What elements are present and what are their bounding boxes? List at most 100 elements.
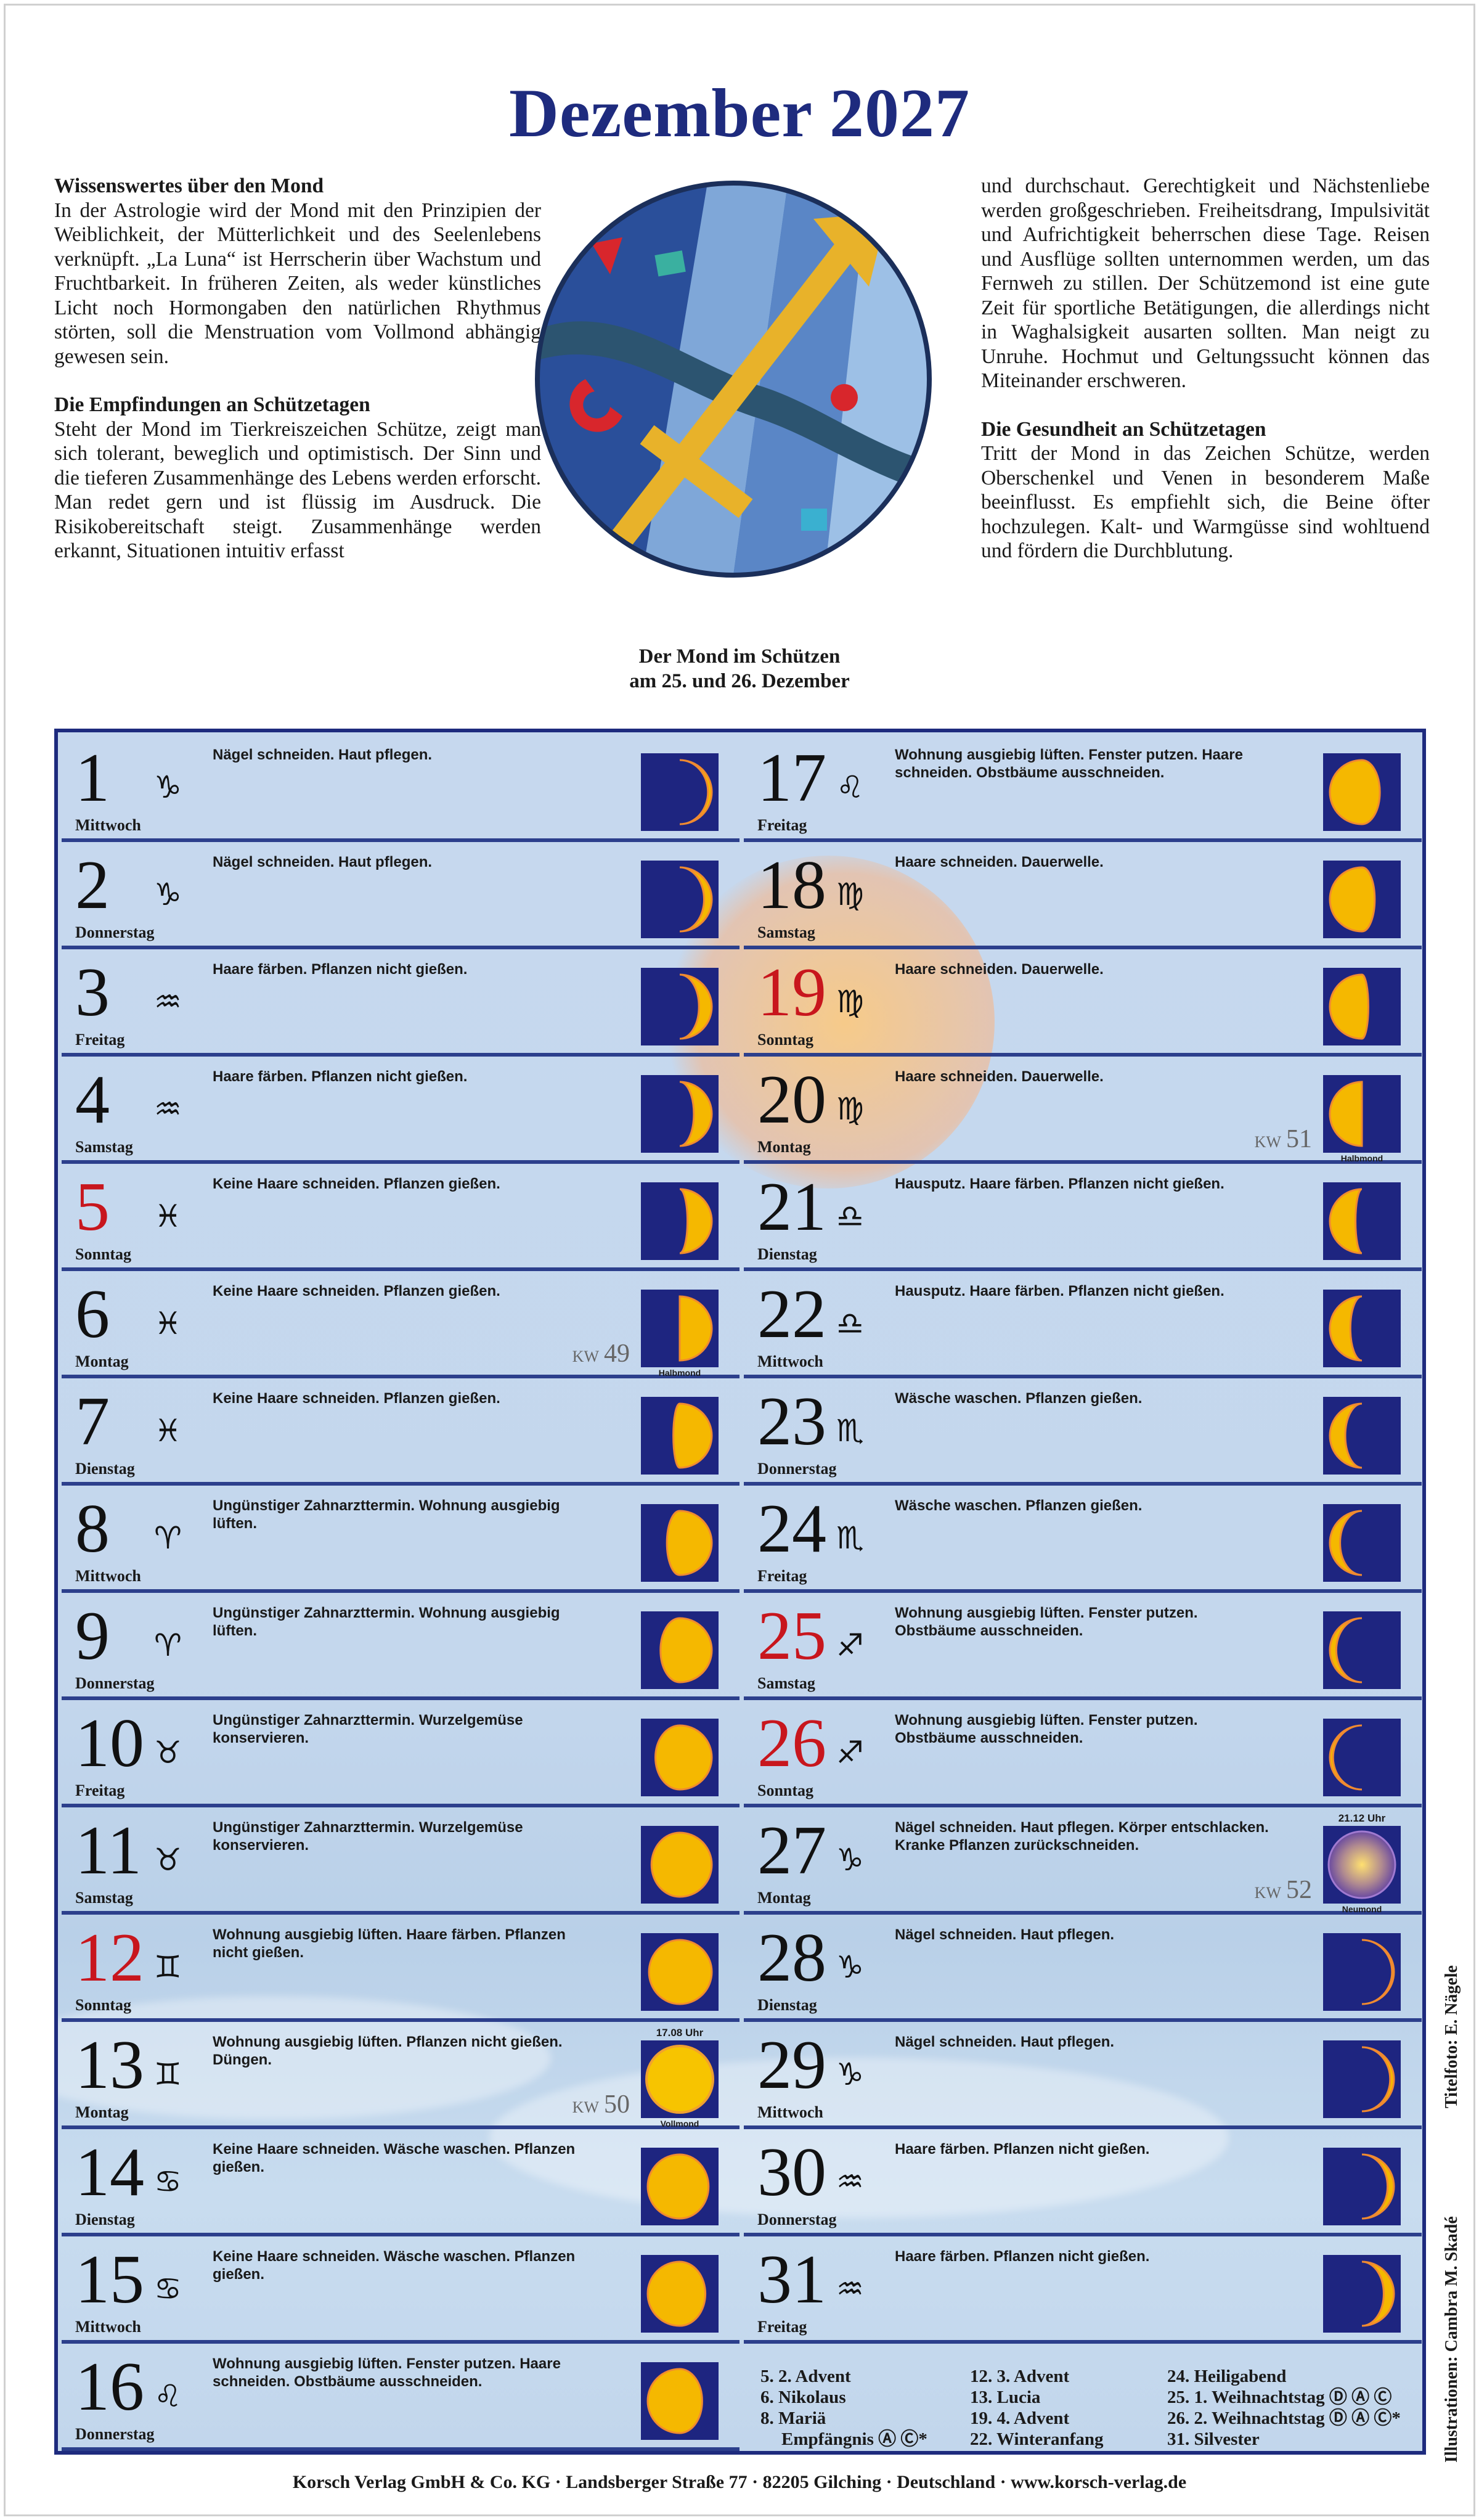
day-advice: Hausputz. Haare färben. Pflanzen nicht g… [895,1283,1224,1299]
section-feelings: Die Empfindungen an Schützetagen Steht de… [54,393,541,563]
weekday-label: Montag [757,1889,811,1907]
weekday-label: Sonntag [75,1245,132,1263]
moon-phase-box [1323,2255,1401,2333]
day-advice: Wohnung ausgiebig lüften. Fenster putzen… [895,747,1243,781]
gemini-sign-icon: ♊ [154,2056,182,2092]
weekday-label: Mittwoch [75,2318,141,2336]
day-advice: Wohnung ausgiebig lüften. Haare färben. … [213,1926,566,1961]
day-number: 23 [757,1383,826,1460]
moon-phase-box [1323,2040,1401,2118]
moon-phase-box [1323,1719,1401,1796]
aries-sign-icon: ♈ [154,1627,182,1663]
moon-phase-icon [648,1939,713,2005]
virgo-sign-icon: ♍ [836,1091,864,1127]
moon-phase-icon [646,2368,703,2434]
weekday-label: Mittwoch [757,2103,823,2121]
section-heading: Die Empfindungen an Schützetagen [54,393,370,416]
day-number: 17 [757,740,826,816]
day-number: 11 [75,1812,142,1889]
weekday-label: Montag [75,2103,129,2121]
weekday-label: Sonntag [757,1031,814,1049]
day-row: 15 ♋ Mittwoch Keine Haare schneiden. Wäsche… [62,2236,740,2344]
moon-phase-icon [1329,1724,1363,1791]
moon-phase-box [641,753,719,831]
weekday-label: Freitag [75,1782,125,1799]
pisces-sign-icon: ♓ [154,1198,182,1234]
calendar-week-label: KW [1254,1133,1281,1151]
day-number: 25 [757,1598,826,1674]
weekday-label: Donnerstag [75,1674,155,1692]
moon-phase-time: 17.08 Uhr [656,2027,704,2039]
day-row: 28 ♑ Dienstag Nägel schneiden. Haut pflegen… [744,1915,1422,2022]
day-row: 8 ♈ Mittwoch Ungünstiger Zahnarzttermin. Wo… [62,1486,740,1593]
scorpio-sign-icon: ♏ [836,1520,864,1556]
day-row: 13 ♊ Montag Wohnung ausgiebig lüften. Pflan… [62,2022,740,2129]
day-advice: Haare färben. Pflanzen nicht gießen. [213,961,468,978]
day-number: 27 [757,1812,826,1889]
day-number: 6 [75,1276,110,1352]
day-row: 25 ♐ Samstag Wohnung ausgiebig lüften. Fens… [744,1593,1422,1700]
moon-phase-box [1323,1933,1401,2011]
sagittarius-illustration [535,181,932,578]
day-row: 6 ♓ Montag Keine Haare schneiden. Pflanzen … [62,1271,740,1378]
day-number: 29 [757,2027,826,2103]
day-advice: Haare färben. Pflanzen nicht gießen. [895,2141,1150,2158]
holiday-entry: 8. Mariä [760,2408,826,2428]
day-advice: Keine Haare schneiden. Wäsche waschen. P… [213,2248,576,2283]
section-moon-facts: Wissenswertes über den Mond In der Astrol… [54,174,541,369]
day-row: 26 ♐ Sonntag Wohnung ausgiebig lüften. Fens… [744,1700,1422,1807]
intro-left-column: Wissenswertes über den Mond In der Astrol… [54,174,541,587]
illustration-caption: Der Mond im Schützen am 25. und 26. Deze… [555,644,924,693]
day-advice: Hausputz. Haare färben. Pflanzen nicht g… [895,1176,1224,1192]
holiday-entry: 24. Heiligabend [1167,2367,1287,2386]
aries-sign-icon: ♈ [154,1520,182,1556]
day-number: 10 [75,1705,144,1782]
calendar-week-number: 50 [604,2090,630,2119]
weekday-label: Samstag [757,923,815,941]
moon-phase-box [641,1182,719,1260]
weekday-label: Mittwoch [757,1352,823,1370]
scorpio-sign-icon: ♏ [836,1413,864,1449]
day-row: 14 ♋ Dienstag Keine Haare schneiden. Wäsche… [62,2129,740,2236]
aquarius-sign-icon: ♒ [836,2271,864,2307]
day-row: 1 ♑ Mittwoch Nägel schneiden. Haut pflegen. [62,735,740,842]
section-text: und durchschaut. Gerechtigkeit und Nächs… [981,174,1430,392]
day-row: 11 ♉ Samstag Ungünstiger Zahnarzttermin. Wu… [62,1807,740,1915]
moon-phase-box [641,2148,719,2225]
day-number: 14 [75,2134,144,2211]
weekday-label: Samstag [75,1889,133,1907]
moon-phase-icon [679,1188,713,1254]
section-feelings-continued: und durchschaut. Gerechtigkeit und Nächs… [981,174,1430,393]
day-advice: Wäsche waschen. Pflanzen gießen. [895,1390,1143,1407]
moon-phase-box [641,2362,719,2440]
day-number: 9 [75,1598,110,1674]
sagittarius-sign-icon: ♐ [836,1735,864,1770]
moon-phase-icon [654,1724,713,1791]
moon-phase-box [641,1290,719,1367]
calendar-week-label: KW [1254,1884,1281,1902]
day-row: 23 ♏ Donnerstag Wäsche waschen. Pflanzen gi… [744,1378,1422,1486]
calendar-week-label: KW [572,1348,599,1365]
moon-phase-box [641,1611,719,1689]
moon-phase-box [641,2255,719,2333]
weekday-label: Dienstag [75,2211,135,2228]
weekday-label: Mittwoch [75,1567,141,1585]
capricorn-sign-icon: ♑ [154,769,182,805]
calendar-week: KW 52 [1255,1875,1312,1905]
day-row: 18 ♍ Samstag Haare schneiden. Dauerwelle. [744,842,1422,949]
moon-phase-icon [666,1510,713,1576]
holiday-entry: 5. 2. Advent [760,2367,851,2386]
moon-phase-box [1323,2148,1401,2225]
aquarius-sign-icon: ♒ [154,984,182,1020]
moon-phase-icon [659,1617,713,1683]
moon-phase-label: Halbmond [658,1368,701,1378]
section-heading: Die Gesundheit an Schützetagen [981,417,1266,441]
day-number: 12 [75,1920,144,1996]
day-row: 9 ♈ Donnerstag Ungünstiger Zahnarzttermin. … [62,1593,740,1700]
day-row: 21 ♎ Dienstag Hausputz. Haare färben. Pflan… [744,1164,1422,1271]
holiday-entry: 22. Winteranfang [970,2429,1104,2449]
day-advice: Ungünstiger Zahnarzttermin. Wohnung ausg… [213,1605,560,1639]
day-number: 28 [757,1920,826,1996]
calendar-week-number: 49 [604,1340,630,1368]
day-number: 20 [757,1062,826,1138]
